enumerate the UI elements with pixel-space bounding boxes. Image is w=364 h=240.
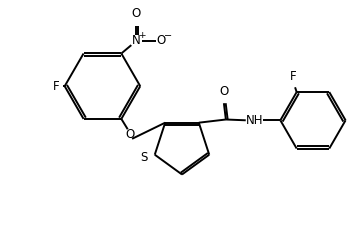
Text: S: S xyxy=(140,150,148,164)
Text: O: O xyxy=(132,7,141,20)
Text: +: + xyxy=(138,31,145,40)
Text: F: F xyxy=(290,70,297,83)
Text: N: N xyxy=(132,34,141,47)
Text: O: O xyxy=(157,34,166,47)
Text: O: O xyxy=(126,127,135,141)
Text: O: O xyxy=(219,85,229,98)
Text: F: F xyxy=(53,80,60,93)
Text: −: − xyxy=(164,30,172,41)
Text: NH: NH xyxy=(246,114,263,127)
